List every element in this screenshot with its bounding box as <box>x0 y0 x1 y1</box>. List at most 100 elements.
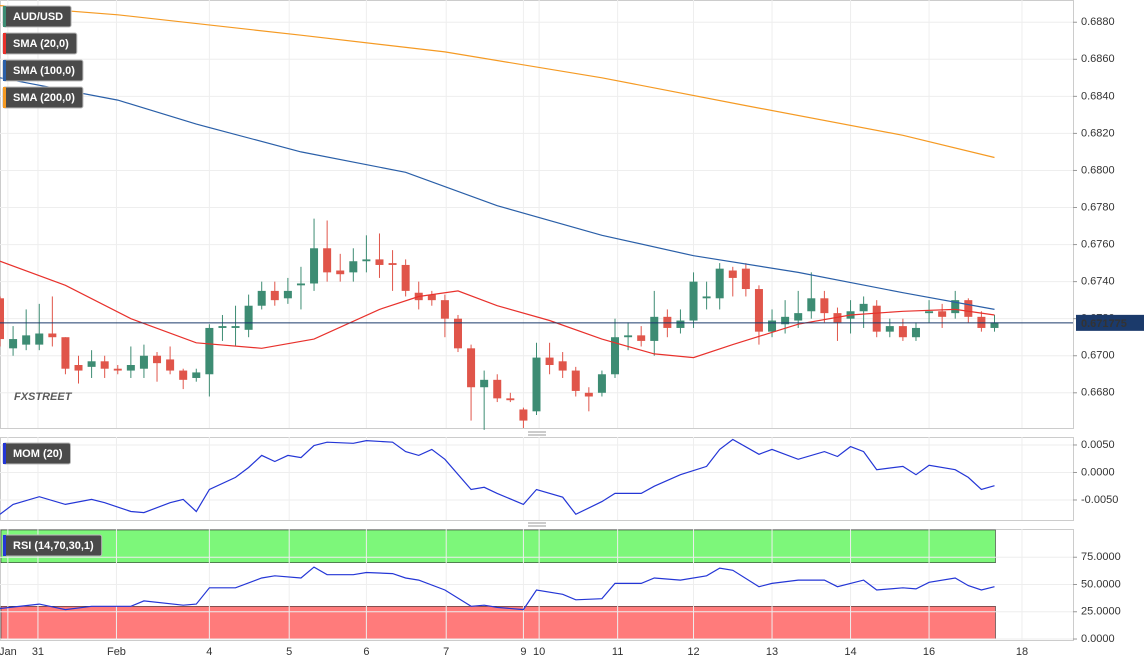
candle-body <box>427 294 436 301</box>
candle-body <box>558 361 567 371</box>
y-tick-label: 0.6820 <box>1081 127 1115 139</box>
legend-swatch <box>3 87 6 108</box>
candle-body <box>702 296 711 299</box>
candle-body <box>336 270 345 275</box>
legend-label: MOM (20) <box>13 448 63 460</box>
y-tick-label: 0.6760 <box>1081 238 1115 250</box>
x-tick-label: Jan <box>0 646 17 658</box>
candle-body <box>807 298 816 312</box>
candle-body <box>480 379 489 388</box>
candle-body <box>74 365 83 371</box>
line <box>0 5 995 159</box>
candle-body <box>951 300 960 314</box>
candle-body <box>296 283 305 286</box>
candle-body <box>741 268 750 290</box>
y-tick-label: 0.6860 <box>1081 53 1115 65</box>
candle-body <box>519 409 528 421</box>
x-tick-label: 14 <box>844 646 856 658</box>
legend-entry: SMA (200,0) <box>2 86 84 109</box>
candle-body <box>768 320 777 332</box>
legend-swatch <box>3 443 6 464</box>
legend-label: SMA (100,0) <box>13 65 75 77</box>
candle-body <box>964 300 973 317</box>
candle-body <box>440 300 449 319</box>
candle-body <box>584 392 593 397</box>
candle-body <box>637 335 646 341</box>
candle-body <box>715 268 724 299</box>
legend-label: RSI (14,70,30,1) <box>13 540 94 552</box>
candle-body <box>506 398 515 401</box>
candle-body <box>781 316 790 325</box>
y-tick-label: 0.6800 <box>1081 164 1115 176</box>
candle-body <box>244 305 253 330</box>
candle-body <box>611 337 620 375</box>
candle-body <box>650 316 659 341</box>
candle-body <box>571 370 580 391</box>
y-tick-label: 0.6840 <box>1081 90 1115 102</box>
candle-body <box>205 327 214 375</box>
candle-body <box>218 326 227 328</box>
x-tick-label: 11 <box>612 646 623 658</box>
candle-body <box>310 248 319 284</box>
legend-entry: AUD/USD <box>2 5 72 28</box>
candle-body <box>885 326 894 332</box>
candle-body <box>35 333 44 345</box>
candle-body <box>453 318 462 349</box>
candle-body <box>100 361 109 369</box>
candle-body <box>362 259 371 262</box>
legend-entry: SMA (20,0) <box>2 32 78 55</box>
candle-body <box>728 270 737 278</box>
line <box>0 77 995 310</box>
x-tick-label: Feb <box>107 646 126 658</box>
band <box>0 529 996 563</box>
x-tick-label: 13 <box>766 646 778 658</box>
candle-body <box>689 281 698 321</box>
y-tick-label: 0.0050 <box>1081 439 1115 451</box>
candle-body <box>349 261 358 273</box>
candle-body <box>754 289 763 332</box>
plot-frame <box>0 0 1074 429</box>
candle-body <box>61 337 70 369</box>
y-tick-label: 0.6700 <box>1081 350 1115 362</box>
line <box>0 438 995 516</box>
candle-body <box>911 327 920 338</box>
candle-body <box>388 263 397 265</box>
candle-body <box>22 335 31 345</box>
candle-body <box>872 305 881 332</box>
last-price-label: 0.671775 <box>1081 318 1127 330</box>
candle-body <box>938 311 947 317</box>
candle-body <box>624 335 633 338</box>
legend-entry: SMA (100,0) <box>2 59 84 82</box>
legend-label: SMA (200,0) <box>13 92 75 104</box>
candle-body <box>323 248 332 273</box>
candle-body <box>166 359 175 371</box>
y-tick-label: 75.0000 <box>1081 551 1121 563</box>
candle-body <box>820 298 829 314</box>
candle-body <box>990 322 999 328</box>
last-price-box <box>1076 314 1144 331</box>
candle-body <box>898 326 907 338</box>
x-tick-label: 12 <box>687 646 699 658</box>
candle-body <box>925 311 934 314</box>
y-tick-label: 0.0000 <box>1081 633 1115 645</box>
candle-body <box>532 357 541 412</box>
candle-body <box>375 259 384 265</box>
line <box>0 566 995 611</box>
candle-body <box>179 370 188 380</box>
candle-body <box>192 372 201 378</box>
x-tick-label: 16 <box>923 646 935 658</box>
candle-body <box>153 355 162 364</box>
candle-body <box>467 348 476 388</box>
legend-swatch <box>3 535 6 556</box>
x-tick-label: 9 <box>520 646 526 658</box>
candle-body <box>493 379 502 399</box>
candle-body <box>859 303 868 312</box>
y-tick-label: 50.0000 <box>1081 578 1121 590</box>
y-tick-label: 0.6780 <box>1081 201 1115 213</box>
x-tick-label: 6 <box>363 646 369 658</box>
candle-body <box>9 339 18 349</box>
candle-body <box>48 333 57 338</box>
legend-label: AUD/USD <box>13 11 63 23</box>
